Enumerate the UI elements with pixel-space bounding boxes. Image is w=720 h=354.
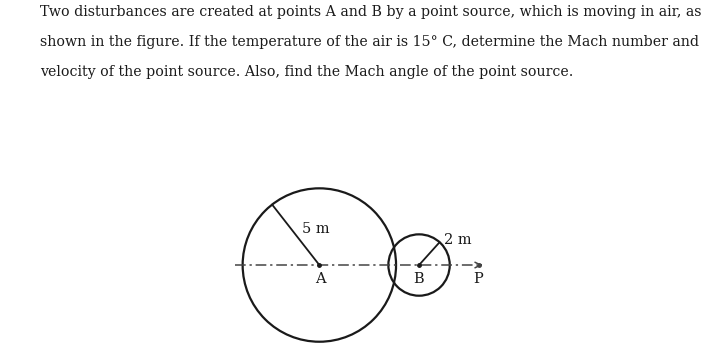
Text: P: P: [474, 272, 483, 286]
Text: Two disturbances are created at points A and B by a point source, which is movin: Two disturbances are created at points A…: [40, 5, 701, 19]
Text: B: B: [413, 272, 423, 286]
Text: 5 m: 5 m: [302, 222, 330, 235]
Text: A: A: [315, 272, 326, 286]
Text: velocity of the point source. Also, find the Mach angle of the point source.: velocity of the point source. Also, find…: [40, 65, 573, 80]
Text: shown in the figure. If the temperature of the air is 15° C, determine the Mach : shown in the figure. If the temperature …: [40, 35, 698, 50]
Text: 2 m: 2 m: [444, 233, 472, 247]
